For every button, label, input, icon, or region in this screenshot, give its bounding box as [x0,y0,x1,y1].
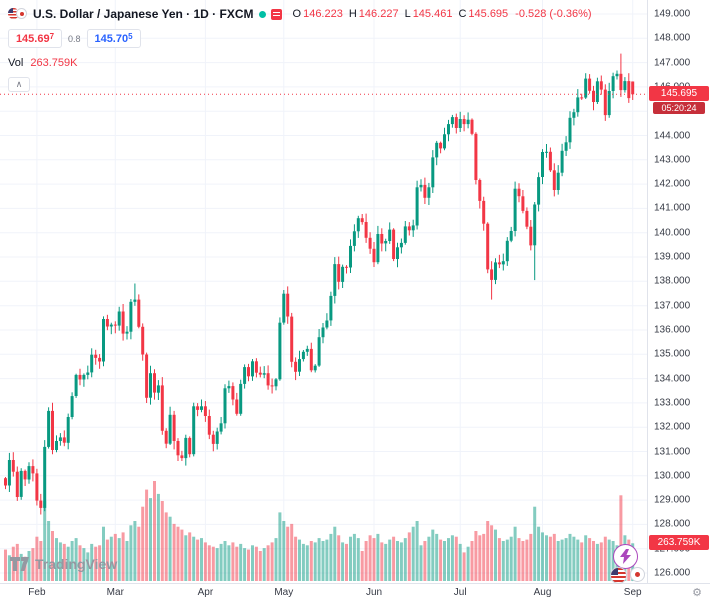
price-tick-label: 134.000 [654,373,691,385]
buy-button[interactable]: 145.70 5 [86,29,141,48]
lightning-bolt-icon [620,549,631,564]
time-tick-label: Apr [197,587,214,598]
last-price-label-group: 145.695 05:20:24 [649,86,709,115]
time-axis[interactable]: ⚙ Feb Mar Apr May Jun Jul Aug Sep [0,583,710,600]
price-tick-label: 138.000 [654,275,691,287]
price-tick-label: 147.000 [654,57,691,69]
time-tick-label: May [274,587,294,598]
price-tick-label: 132.000 [654,421,691,433]
price-tick-label: 136.000 [654,324,691,336]
symbol-flags-icon [8,8,28,20]
candlestick-chart-plot[interactable] [0,0,647,583]
chart-legend: U.S. Dollar / Japanese Yen · 1D · FXCM O… [8,6,592,92]
price-tick-label: 131.000 [654,446,691,457]
ask-price: 145.70 [94,32,129,45]
volume-legend-label: Vol [8,57,24,69]
time-tick-label: Sep [623,587,642,598]
sell-button[interactable]: 145.69 7 [8,29,62,48]
time-tick-label: Mar [106,587,124,598]
price-tick-label: 140.000 [654,227,691,239]
price-tick-label: 133.000 [654,397,691,409]
alerts-icon[interactable] [270,8,282,20]
price-tick-label: 149.000 [654,8,691,20]
spread-value: 0.8 [68,33,81,44]
price-change: -0.528 (-0.36%) [515,8,592,20]
time-tick-label: Feb [28,587,46,598]
bar-close-countdown: 05:20:24 [653,102,705,115]
volume-legend-value: 263.759K [30,57,78,69]
time-tick-label: Jul [453,587,467,598]
symbol-flag-buttons [610,567,645,584]
ask-price-fraction: 5 [128,31,133,41]
price-tick-label: 142.000 [654,178,691,190]
volume-legend: Vol 263.759K [8,57,592,69]
time-tick-label: Aug [533,587,552,598]
price-tick-label: 128.000 [654,518,691,530]
last-price-label: 145.695 [649,86,709,102]
market-status-icon [258,10,266,18]
price-tick-label: 126.000 [654,567,691,579]
axis-settings-gear-icon[interactable]: ⚙ [692,587,702,599]
legend-collapse-button[interactable]: ∧ [8,77,30,92]
price-axis[interactable]: 145.695 05:20:24 263.759K 126.000127.000… [647,0,710,583]
price-tick-label: 137.000 [654,300,691,312]
price-tick-label: 139.000 [654,251,691,263]
symbol-title[interactable]: U.S. Dollar / Japanese Yen · 1D · FXCM [33,7,254,21]
tradingview-logo-mark [10,556,29,571]
tradingview-logo[interactable]: TradingView [10,556,117,572]
time-tick-label: Jun [365,587,383,598]
price-tick-label: 130.000 [654,470,691,482]
price-tick-label: 144.000 [654,130,691,141]
ohlc-readout: O 146.223 H 146.227 L 145.461 C 145.695 -0.528 (… [292,8,592,20]
us-flag-icon[interactable] [610,567,627,584]
japan-flag-icon[interactable] [630,567,645,582]
price-tick-label: 129.000 [654,494,691,506]
tradingview-logo-text: TradingView [35,556,118,572]
bid-price: 145.69 [15,32,50,45]
volume-axis-label: 263.759K [649,535,709,551]
price-tick-label: 143.000 [654,154,691,166]
price-tick-label: 148.000 [654,32,691,44]
bid-price-fraction: 7 [49,31,55,41]
price-tick-label: 141.000 [654,202,691,214]
quick-trade-lightning-button[interactable] [613,544,638,569]
price-tick-label: 135.000 [654,348,691,360]
